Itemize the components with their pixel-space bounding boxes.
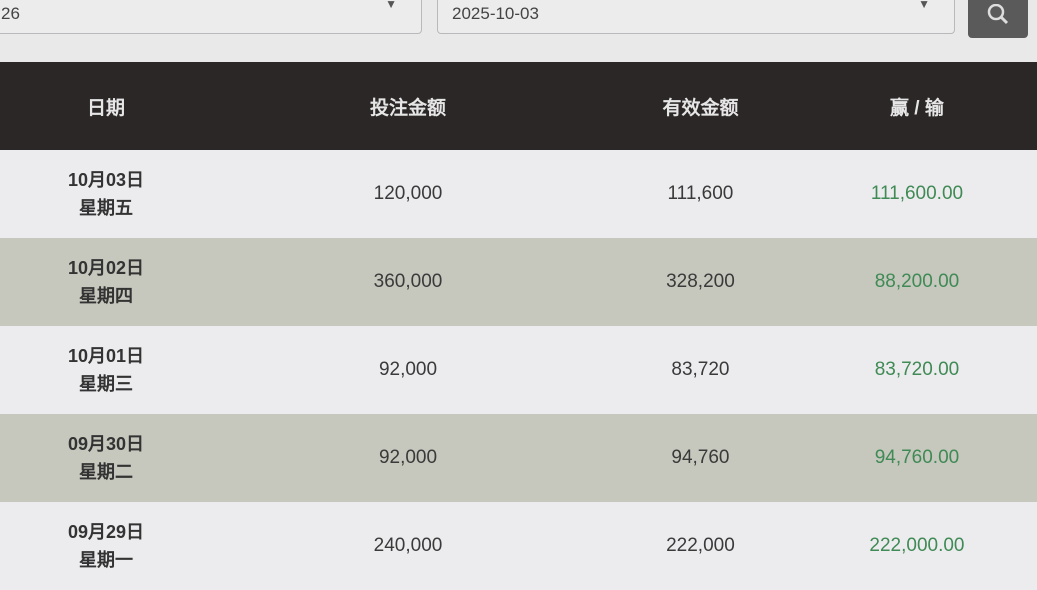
weekday: 星期四 [79,286,133,306]
header-date: 日期 [86,97,125,119]
weekday: 星期三 [79,374,133,394]
header-bet-amount: 投注金额 [369,97,446,119]
chevron-down-icon: ▼ [385,0,397,11]
header-win-loss: 赢 / 输 [890,97,944,119]
chevron-down-icon: ▼ [918,0,930,11]
win-loss: 111,600.00 [870,183,964,204]
weekday: 星期五 [79,198,133,218]
date-cell: 09月30日 星期二 [0,414,212,502]
bet-amount: 92,000 [378,447,438,468]
search-icon [987,4,1009,25]
start-date-select[interactable]: 26 ▼ [0,0,422,34]
valid-amount: 111,600 [667,183,734,204]
valid-amount: 83,720 [671,359,730,380]
date-cell: 10月01日 星期三 [0,326,212,414]
end-date-value: 2025-10-03 [452,4,539,23]
date: 09月29日 [67,522,145,542]
bet-amount: 120,000 [373,183,443,204]
report-table: 日期 投注金额 有效金额 赢 / 输 10月03日 星期五 120,000 111,6… [0,62,1037,590]
weekday: 星期一 [79,550,133,570]
table-row: 10月01日 星期三 92,000 83,720 83,720.00 [0,326,1037,414]
search-button[interactable] [968,0,1028,38]
table-row: 09月29日 星期一 240,000 222,000 222,000.00 [0,502,1037,590]
win-loss: 88,200.00 [874,271,960,292]
date-cell: 09月29日 星期一 [0,502,212,590]
date: 10月03日 [67,170,145,190]
win-loss: 222,000.00 [869,535,965,556]
weekday: 星期二 [79,462,133,482]
table-header-row: 日期 投注金额 有效金额 赢 / 输 [0,62,1037,150]
date: 09月30日 [67,434,145,454]
table-row: 09月30日 星期二 92,000 94,760 94,760.00 [0,414,1037,502]
win-loss: 94,760.00 [874,447,960,468]
valid-amount: 94,760 [671,447,730,468]
date-cell: 10月02日 星期四 [0,238,212,326]
valid-amount: 328,200 [666,271,735,292]
end-date-select[interactable]: 2025-10-03 ▼ [437,0,955,34]
table-row: 10月02日 星期四 360,000 328,200 88,200.00 [0,238,1037,326]
table-row: 10月03日 星期五 120,000 111,600 111,600.00 [0,150,1037,238]
date-cell: 10月03日 星期五 [0,150,212,238]
date: 10月02日 [67,258,145,278]
date: 10月01日 [67,346,145,366]
valid-amount: 222,000 [666,535,735,556]
start-date-value: 26 [1,4,20,23]
bet-amount: 240,000 [373,535,443,556]
bet-amount: 360,000 [373,271,443,292]
header-valid-amount: 有效金额 [662,97,739,119]
win-loss: 83,720.00 [874,359,960,380]
bet-amount: 92,000 [378,359,438,380]
